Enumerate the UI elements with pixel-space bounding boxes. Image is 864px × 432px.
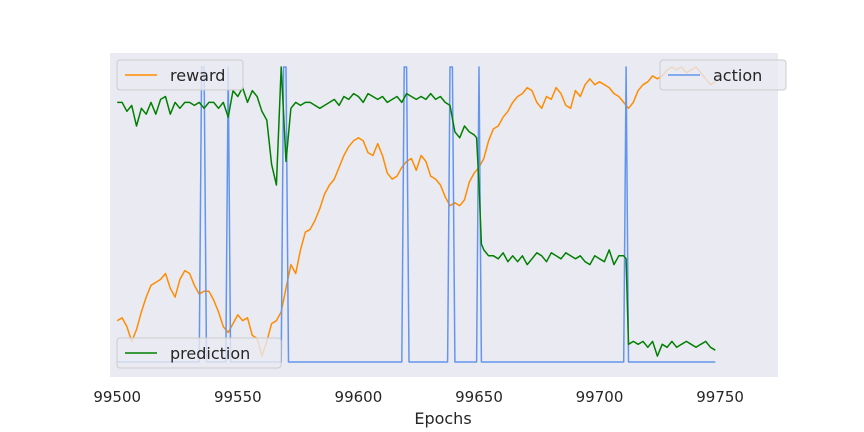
legend-label: prediction <box>170 344 250 363</box>
x-tick-label: 99500 <box>93 388 141 406</box>
legend-label: action <box>713 66 762 85</box>
legend-action: action <box>659 59 787 91</box>
x-tick-label: 99700 <box>576 388 624 406</box>
legend-box <box>116 337 282 369</box>
x-axis: 99500 99550 99600 99650 99700 99750 <box>93 388 744 406</box>
reward-line <box>116 66 716 357</box>
legend-box <box>659 59 787 91</box>
x-axis-label: Epochs <box>414 409 471 428</box>
x-tick-label: 99600 <box>335 388 383 406</box>
legend-prediction: prediction <box>116 337 282 369</box>
legend-layer: reward action prediction <box>116 59 787 369</box>
plot-area <box>110 53 778 377</box>
legend-box <box>116 59 244 91</box>
legend-reward: reward <box>116 59 244 91</box>
legend-label: reward <box>170 66 225 85</box>
x-tick-label: 99550 <box>214 388 262 406</box>
x-tick-label: 99650 <box>455 388 503 406</box>
prediction-line <box>117 66 716 357</box>
x-tick-label: 99750 <box>696 388 744 406</box>
